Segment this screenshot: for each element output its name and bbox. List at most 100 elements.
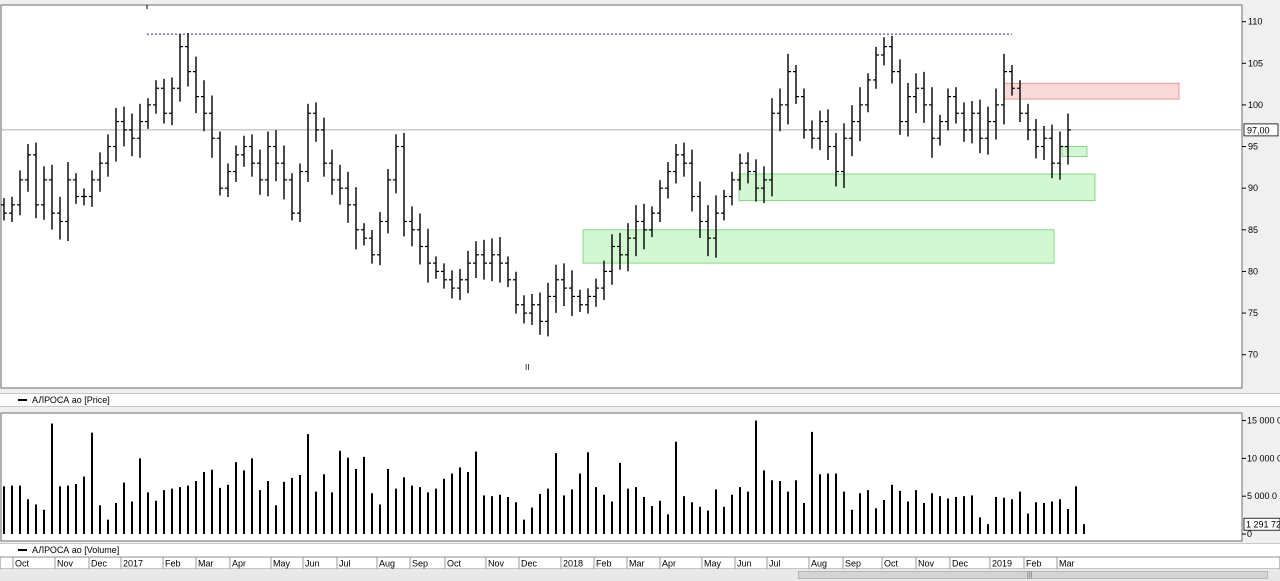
time-tick-label: Sep (412, 559, 428, 569)
ohlc-bar (649, 206, 655, 238)
ohlc-bar (465, 250, 471, 294)
ohlc-bar (745, 152, 751, 184)
ohlc-bar (1065, 113, 1071, 165)
ohlc-bar (1033, 119, 1039, 159)
time-tick-label: Apr (232, 559, 246, 569)
time-axis[interactable]: Oct Nov Dec 2017 Feb Mar Apr May Jun Jul Aug Sep Oct… (0, 557, 1280, 569)
time-tick-label: Aug (379, 559, 395, 569)
ohlc-bar (305, 103, 311, 182)
ohlc-bar (249, 134, 255, 177)
ohlc-bar (865, 73, 871, 113)
time-tick-label: Sep (845, 559, 861, 569)
ohlc-bar (337, 164, 343, 205)
ohlc-bar (1, 198, 7, 221)
ohlc-bar (473, 241, 479, 279)
ohlc-bar (985, 106, 991, 155)
ohlc-bar (489, 238, 495, 282)
ohlc-bar (793, 64, 799, 104)
ohlc-bar (377, 212, 383, 266)
horizontal-scrollbar[interactable]: ||| (0, 569, 1280, 581)
ohlc-bar (57, 196, 63, 240)
ohlc-bar (913, 73, 919, 114)
ohlc-bar (521, 295, 527, 324)
y-tick-label: 90 (1248, 183, 1258, 193)
ohlc-bar (241, 135, 247, 167)
ohlc-bar (529, 293, 535, 325)
ohlc-bar (569, 270, 575, 316)
time-tick-label: Dec (521, 559, 538, 569)
ohlc-bar (81, 188, 87, 206)
ohlc-bar (433, 256, 439, 279)
ohlc-bar (969, 101, 975, 144)
ohlc-bar (65, 162, 71, 242)
demand-zone (582, 229, 1055, 264)
price-axis: 70 75 80 85 90 95 100 105 110 97,00 (1242, 17, 1279, 360)
time-tick-label: Apr (662, 559, 676, 569)
ohlc-bar (321, 117, 327, 177)
ohlc-bar (537, 292, 543, 335)
demand-zone (1061, 146, 1088, 157)
ohlc-bar (737, 153, 743, 191)
ohlc-bar (513, 271, 519, 314)
ohlc-bar (393, 134, 399, 194)
last-price-badge (1243, 123, 1279, 137)
ohlc-bar (177, 34, 183, 102)
ohlc-bar (785, 53, 791, 125)
ohlc-bar (665, 162, 671, 199)
price-chart-panel: 70 75 80 85 90 95 100 105 110 97,00 II (0, 4, 1279, 389)
time-tick-label: May (273, 559, 291, 569)
ohlc-bar (761, 166, 767, 204)
ohlc-bar (449, 270, 455, 299)
ohlc-bar (777, 88, 783, 132)
ohlc-bar (577, 289, 583, 313)
ohlc-bar (977, 99, 983, 154)
ohlc-bar (329, 149, 335, 195)
time-tick-label: Oct (15, 559, 30, 569)
time-tick-label: 2017 (123, 559, 143, 569)
ohlc-bar (873, 46, 879, 89)
ohlc-bar (161, 78, 167, 124)
ohlc-bar (193, 56, 199, 114)
ohlc-bar (809, 120, 815, 149)
volume-bar-series (3, 420, 1085, 534)
time-tick-label: Oct (447, 559, 462, 569)
ohlc-bar (49, 164, 55, 230)
ohlc-bar (185, 33, 191, 87)
ohlc-bar (953, 87, 959, 124)
ohlc-bar (945, 88, 951, 131)
ohlc-bar (929, 87, 935, 158)
y-tick-label: 85 (1248, 225, 1258, 235)
ohlc-bar (753, 159, 759, 202)
ohlc-bar (673, 144, 679, 184)
ohlc-bar (849, 105, 855, 157)
ohlc-bar (273, 130, 279, 182)
ohlc-bar (225, 163, 231, 198)
ohlc-bar (201, 80, 207, 132)
ohlc-bar (545, 282, 551, 337)
ohlc-bar (113, 107, 119, 162)
ohlc-bar (617, 232, 623, 270)
ohlc-bar (457, 268, 463, 300)
ohlc-bar (689, 149, 695, 212)
last-price-label: 97,00 (1247, 125, 1270, 135)
time-tick-label: Dec (91, 559, 108, 569)
time-tick-label: Jun (305, 559, 320, 569)
ohlc-bar (1049, 124, 1055, 179)
ohlc-bar (1001, 53, 1007, 125)
ohlc-bar (353, 187, 359, 250)
ohlc-bar (769, 98, 775, 197)
ohlc-bar (369, 230, 375, 264)
ohlc-bar (169, 77, 175, 126)
ohlc-bar (881, 37, 887, 66)
volume-legend-swatch (18, 549, 27, 551)
scrollbar-thumb[interactable]: ||| (798, 571, 1268, 579)
ohlc-bar (345, 171, 351, 223)
ohlc-bar (297, 163, 303, 223)
ohlc-bar (505, 256, 511, 288)
ohlc-bar (313, 102, 319, 142)
ohlc-bar (633, 205, 639, 257)
time-tick-label: Nov (57, 559, 74, 569)
y-tick-label: 110 (1248, 17, 1262, 27)
ohlc-bar (625, 223, 631, 272)
ohlc-bar (401, 132, 407, 237)
